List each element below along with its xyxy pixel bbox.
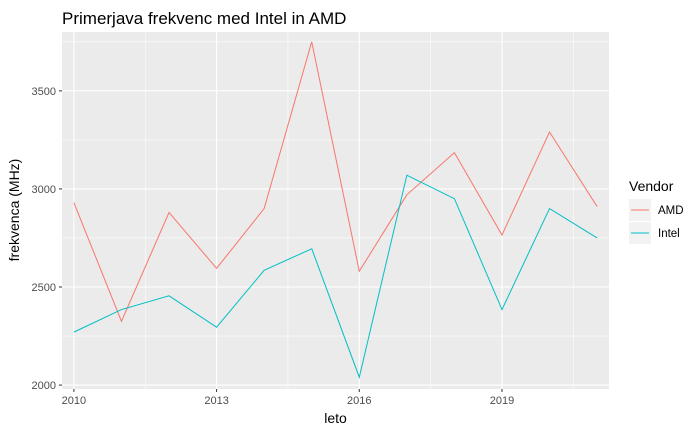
y-axis-title: frekvenca (MHz) xyxy=(6,159,22,262)
legend-title: Vendor xyxy=(629,178,674,194)
y-tick-label: 2000 xyxy=(32,380,56,392)
y-tick-label: 2500 xyxy=(32,282,56,294)
x-tick-label: 2016 xyxy=(347,395,371,407)
series-lines xyxy=(73,41,598,379)
series-line-intel xyxy=(73,174,598,379)
legend-label-amd: AMD xyxy=(658,205,684,217)
series-line-amd xyxy=(73,41,598,323)
grid-major xyxy=(62,32,609,389)
legend-label-intel: Intel xyxy=(658,228,680,240)
grid-minor xyxy=(62,32,609,389)
chart-title: Primerjava frekvenc med Intel in AMD xyxy=(62,9,346,28)
x-axis-title: leto xyxy=(324,410,347,426)
x-tick-label: 2010 xyxy=(62,395,86,407)
x-tick-label: 2013 xyxy=(204,395,228,407)
legend-items: AMD Intel xyxy=(629,199,684,244)
plot-panel xyxy=(62,32,609,389)
y-tick-label: 3000 xyxy=(32,184,56,196)
y-tick-label: 3500 xyxy=(32,86,56,98)
x-axis: 2010 2013 2016 2019 xyxy=(62,389,514,407)
legend: Vendor AMD Intel xyxy=(629,178,684,244)
y-axis: 2000 2500 3000 3500 xyxy=(32,86,62,392)
x-tick-label: 2019 xyxy=(490,395,514,407)
